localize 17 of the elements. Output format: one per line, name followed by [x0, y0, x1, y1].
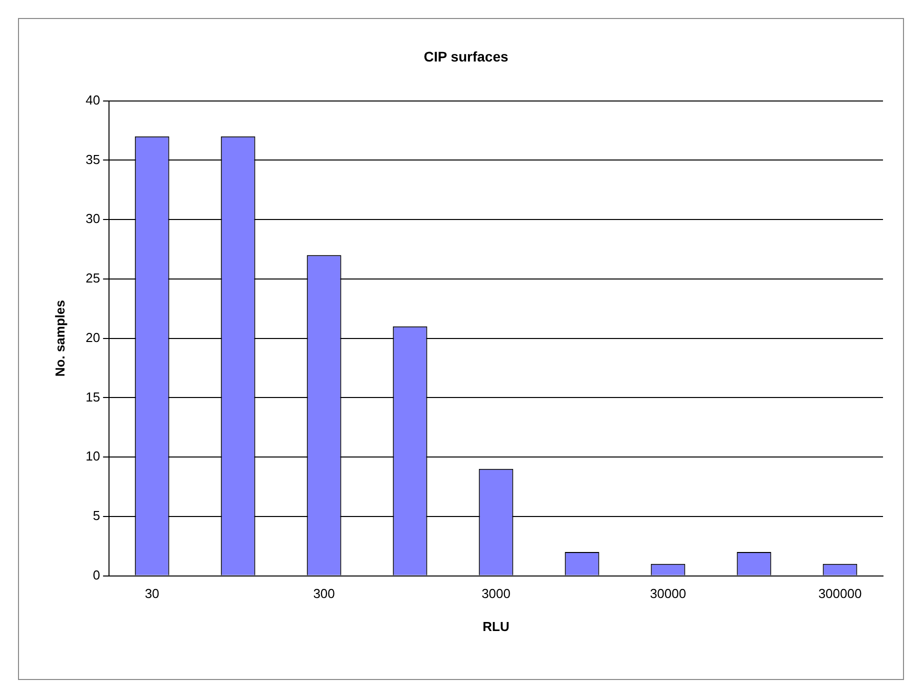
y-tick-label: 5 [92, 508, 100, 524]
y-tick-label: 15 [86, 389, 100, 404]
x-tick-label: 3000 [482, 586, 510, 602]
y-tick-label: 20 [86, 330, 100, 345]
y-tick-label: 25 [86, 270, 100, 286]
y-tick-label: 10 [86, 448, 100, 464]
y-tick-label: 0 [92, 567, 100, 582]
x-tick-label: 300 [313, 586, 335, 602]
y-tick-label: 40 [86, 92, 100, 108]
y-tick-label: 35 [86, 152, 100, 167]
y-axis-title: No. samples [52, 300, 68, 377]
x-tick-label: 30000 [650, 586, 686, 602]
x-tick-label: 30 [144, 586, 160, 602]
x-axis-title: RLU [482, 618, 510, 634]
y-tick-label: 30 [86, 211, 100, 226]
chart-title: CIP surfaces [424, 48, 508, 64]
x-tick-label: 300000 [818, 586, 862, 602]
